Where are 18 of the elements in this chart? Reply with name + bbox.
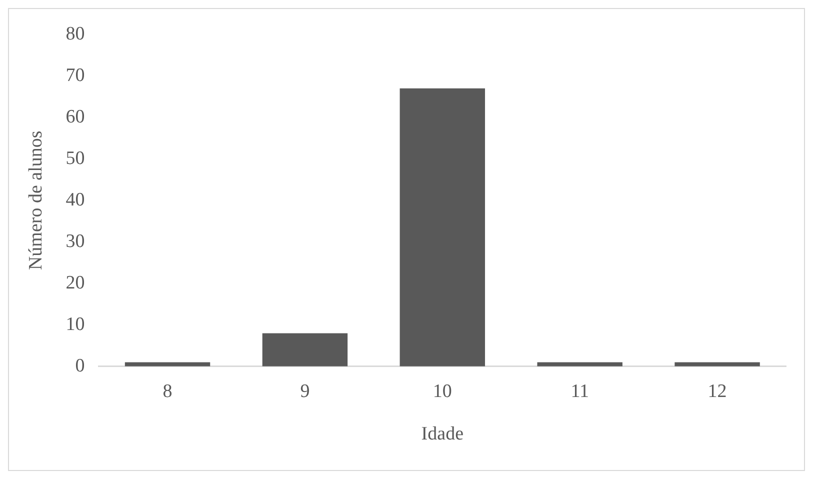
y-tick-label: 60 (66, 106, 85, 128)
y-tick-label: 0 (75, 355, 85, 376)
y-axis-title: Número de alunos (25, 130, 46, 270)
x-tick-label: 10 (432, 380, 452, 402)
bar (400, 88, 486, 366)
y-tick-label: 80 (66, 23, 85, 44)
y-tick-label: 20 (66, 272, 85, 294)
x-tick-label: 12 (708, 380, 727, 402)
y-tick-label: 40 (66, 189, 85, 210)
y-tick-label: 10 (66, 314, 85, 335)
x-tick-label: 11 (570, 380, 589, 402)
x-axis-title: Idade (421, 424, 464, 445)
y-tick-label: 70 (66, 64, 85, 86)
x-tick-label: 9 (300, 380, 310, 402)
y-tick-label: 50 (66, 148, 85, 169)
x-tick-label: 8 (162, 380, 172, 402)
bar (262, 333, 348, 366)
y-tick-label: 30 (66, 230, 85, 252)
